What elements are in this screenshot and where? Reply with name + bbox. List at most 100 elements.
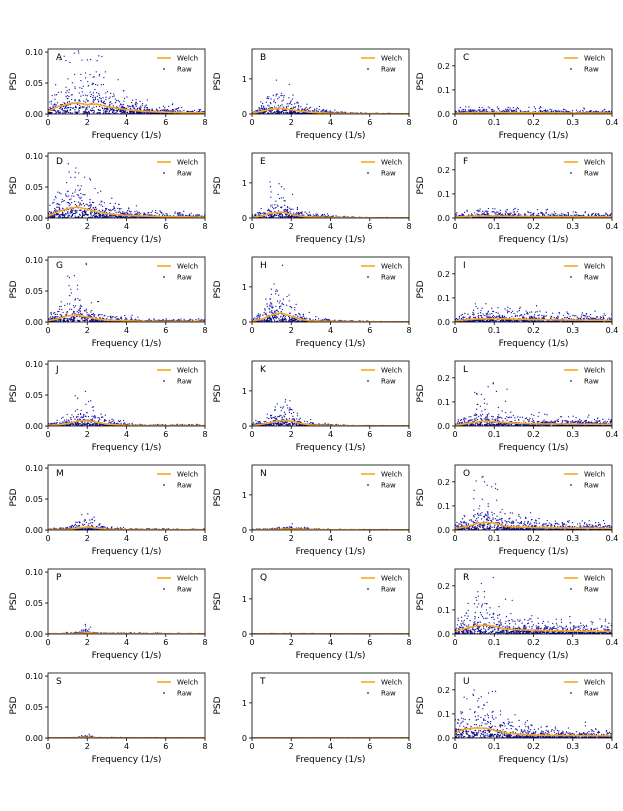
raw-point bbox=[270, 205, 271, 206]
raw-point bbox=[93, 112, 94, 113]
raw-point bbox=[103, 110, 104, 111]
raw-point bbox=[84, 205, 85, 206]
raw-point bbox=[270, 103, 271, 104]
raw-point bbox=[479, 110, 480, 111]
raw-point bbox=[279, 97, 280, 98]
raw-point bbox=[59, 192, 60, 193]
raw-point bbox=[97, 99, 98, 100]
raw-point bbox=[200, 109, 201, 110]
raw-point bbox=[132, 106, 133, 107]
raw-point bbox=[270, 191, 271, 192]
raw-point bbox=[317, 214, 318, 215]
raw-point bbox=[292, 194, 293, 195]
raw-point bbox=[99, 74, 100, 75]
raw-point bbox=[93, 110, 94, 111]
raw-point bbox=[89, 178, 90, 179]
raw-point bbox=[306, 213, 307, 214]
raw-point bbox=[560, 215, 561, 216]
raw-point bbox=[275, 95, 276, 96]
y-tick-label: 0.0 bbox=[437, 110, 450, 119]
raw-point bbox=[147, 99, 148, 100]
raw-point bbox=[75, 112, 76, 113]
raw-point bbox=[327, 213, 328, 214]
raw-point bbox=[85, 204, 86, 205]
raw-point bbox=[136, 210, 137, 211]
raw-point bbox=[103, 77, 104, 78]
legend-raw-label: Raw bbox=[177, 66, 192, 74]
raw-point bbox=[292, 94, 293, 95]
raw-point bbox=[99, 97, 100, 98]
raw-point bbox=[288, 216, 289, 217]
raw-point bbox=[80, 202, 81, 203]
raw-point bbox=[291, 104, 292, 105]
raw-point bbox=[112, 96, 113, 97]
raw-point bbox=[277, 98, 278, 99]
raw-point bbox=[260, 208, 261, 209]
raw-point bbox=[121, 104, 122, 105]
raw-point bbox=[78, 110, 79, 111]
x-tick-label: 6 bbox=[163, 222, 168, 231]
raw-point bbox=[112, 209, 113, 210]
raw-point bbox=[75, 211, 76, 212]
raw-point bbox=[69, 89, 70, 90]
raw-point bbox=[102, 210, 103, 211]
raw-point bbox=[58, 216, 59, 217]
raw-point bbox=[109, 102, 110, 103]
raw-point bbox=[87, 106, 88, 107]
raw-point bbox=[187, 111, 188, 112]
raw-point bbox=[96, 213, 97, 214]
raw-point bbox=[309, 211, 310, 212]
raw-point bbox=[68, 163, 69, 164]
raw-point bbox=[142, 103, 143, 104]
raw-point bbox=[69, 110, 70, 111]
raw-point bbox=[102, 206, 103, 207]
raw-point bbox=[340, 111, 341, 112]
legend-raw-swatch bbox=[367, 68, 369, 70]
raw-point bbox=[257, 212, 258, 213]
raw-point bbox=[488, 106, 489, 107]
raw-point bbox=[472, 109, 473, 110]
raw-point bbox=[72, 210, 73, 211]
raw-point bbox=[195, 214, 196, 215]
raw-point bbox=[49, 101, 50, 102]
raw-point bbox=[176, 109, 177, 110]
raw-point bbox=[68, 92, 69, 93]
raw-point bbox=[60, 111, 61, 112]
raw-point bbox=[100, 214, 101, 215]
raw-point bbox=[65, 87, 66, 88]
raw-point bbox=[65, 92, 66, 93]
raw-point bbox=[140, 106, 141, 107]
raw-point bbox=[63, 214, 64, 215]
welch-line bbox=[455, 113, 612, 114]
raw-point bbox=[167, 109, 168, 110]
raw-point bbox=[80, 210, 81, 211]
raw-point bbox=[80, 215, 81, 216]
raw-point bbox=[67, 78, 68, 79]
raw-point bbox=[71, 202, 72, 203]
raw-point bbox=[79, 108, 80, 109]
raw-point bbox=[55, 214, 56, 215]
raw-point bbox=[173, 110, 174, 111]
raw-point bbox=[504, 110, 505, 111]
raw-point bbox=[79, 100, 80, 101]
raw-point bbox=[277, 206, 278, 207]
raw-point bbox=[478, 211, 479, 212]
raw-point bbox=[129, 111, 130, 112]
raw-point bbox=[56, 207, 57, 208]
raw-point bbox=[584, 108, 585, 109]
x-axis-label: Frequency (1/s) bbox=[499, 131, 569, 141]
raw-point bbox=[67, 110, 68, 111]
raw-point bbox=[78, 50, 79, 51]
raw-point bbox=[70, 212, 71, 213]
raw-point bbox=[61, 201, 62, 202]
raw-point bbox=[304, 211, 305, 212]
raw-point bbox=[103, 101, 104, 102]
raw-point bbox=[488, 208, 489, 209]
raw-point bbox=[270, 98, 271, 99]
raw-point bbox=[506, 212, 507, 213]
raw-point bbox=[109, 105, 110, 106]
raw-point bbox=[69, 101, 70, 102]
x-tick-label: 4 bbox=[124, 222, 129, 231]
